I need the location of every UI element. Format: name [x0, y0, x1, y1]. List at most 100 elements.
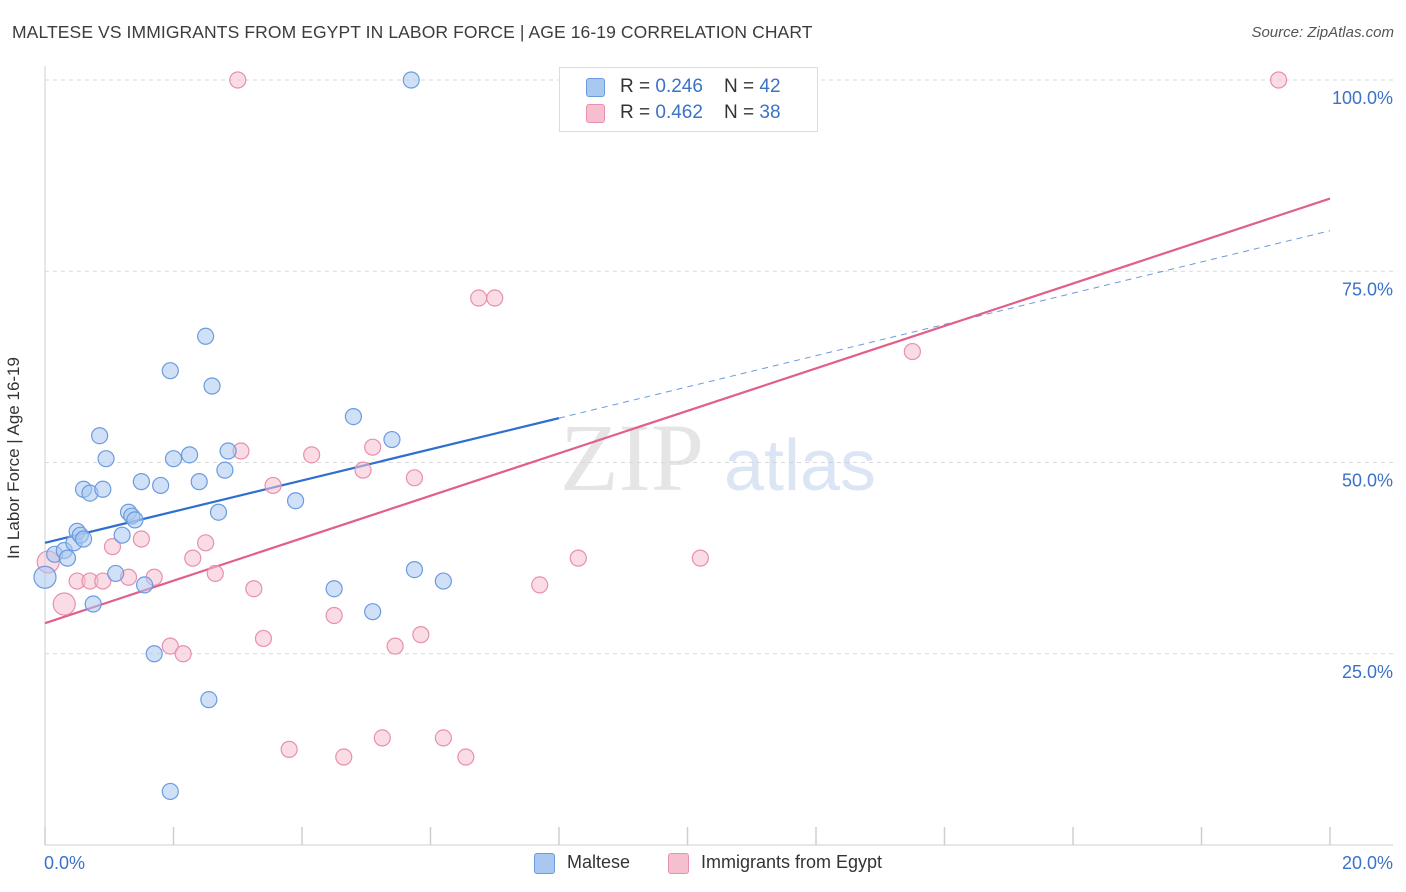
maltese-point: [161, 782, 179, 801]
maltese-legend-swatch: [534, 853, 555, 874]
egypt-point: [470, 289, 488, 307]
maltese-point: [107, 564, 125, 583]
maltese-point: [132, 473, 150, 491]
maltese-point: [152, 476, 170, 495]
maltese-point: [364, 603, 382, 621]
maltese-trend-line: [44, 417, 560, 544]
egypt-point: [103, 538, 122, 556]
egypt-swatch: [586, 104, 605, 123]
source-label: Source: ZipAtlas.com: [1251, 24, 1394, 41]
egypt-legend-swatch: [668, 853, 689, 874]
maltese-point: [197, 327, 215, 345]
maltese-point: [74, 530, 93, 548]
egypt-point: [52, 592, 76, 616]
maltese-point: [33, 565, 57, 589]
egypt-point: [325, 606, 343, 625]
maltese-point: [161, 362, 179, 380]
r-label: R =: [620, 102, 656, 123]
egypt-point: [903, 342, 921, 361]
n-value: 38: [759, 102, 781, 123]
egypt-point: [280, 740, 298, 758]
maltese-point: [97, 450, 115, 468]
egypt-point: [254, 629, 273, 648]
egypt-point: [161, 637, 179, 655]
legend-text-egypt: R = 0.462 N = 38: [620, 102, 781, 124]
maltese-point: [203, 377, 221, 395]
r-label: R =: [620, 76, 656, 97]
maltese-point: [164, 450, 183, 468]
maltese-point: [113, 526, 131, 544]
maltese-point: [84, 595, 102, 613]
maltese-point: [190, 473, 208, 491]
maltese-point: [94, 480, 112, 498]
maltese-point: [219, 442, 237, 460]
y-tick-label: 50.0%: [1342, 471, 1393, 491]
maltese-point: [216, 461, 234, 479]
egypt-point: [531, 576, 549, 594]
y-axis-label: In Labor Force | Age 16-19: [4, 357, 23, 559]
x-tick-label: 0.0%: [44, 853, 85, 873]
egypt-point: [303, 446, 321, 464]
egypt-point: [206, 564, 224, 583]
egypt-point: [457, 748, 475, 766]
maltese-point: [135, 576, 154, 594]
egypt-point: [174, 645, 192, 663]
y-tick-label: 100.0%: [1332, 88, 1393, 108]
n-value: 42: [759, 76, 781, 97]
legend-text-maltese: R = 0.246 N = 42: [620, 76, 781, 98]
trend-lines: [44, 197, 1331, 625]
data-points: [33, 71, 1288, 801]
watermark-atlas: atlas: [724, 426, 876, 506]
egypt-point: [1269, 71, 1288, 89]
egypt-point: [132, 530, 150, 548]
maltese-swatch: [586, 78, 605, 97]
chart-title: MALTESE VS IMMIGRANTS FROM EGYPT IN LABO…: [12, 22, 813, 42]
egypt-point: [486, 289, 504, 307]
egypt-point: [364, 438, 382, 456]
maltese-point: [209, 503, 228, 521]
maltese-point: [145, 645, 163, 663]
maltese-point: [286, 492, 305, 510]
egypt-point: [405, 469, 424, 487]
x-tick-label: 20.0%: [1342, 853, 1393, 873]
maltese-point: [402, 71, 420, 89]
y-tick-label: 25.0%: [1342, 662, 1393, 682]
maltese-point: [434, 572, 452, 590]
egypt-point: [434, 729, 452, 747]
egypt-point: [354, 461, 372, 479]
maltese-point: [126, 511, 144, 529]
egypt-point: [264, 476, 282, 495]
egypt-point: [373, 729, 391, 747]
maltese-point: [200, 691, 218, 709]
egypt-point: [197, 534, 215, 552]
egypt-legend-label: Immigrants from Egypt: [701, 852, 883, 872]
egypt-point: [569, 549, 587, 567]
egypt-trend-line: [44, 197, 1331, 625]
maltese-point: [325, 580, 343, 598]
maltese-point: [91, 427, 109, 445]
egypt-point: [229, 71, 247, 89]
grid-lines: [45, 79, 1393, 655]
maltese-legend-label: Maltese: [567, 852, 631, 872]
maltese-point: [180, 446, 199, 464]
egypt-point: [412, 626, 430, 644]
egypt-point: [94, 572, 112, 590]
egypt-point: [691, 549, 709, 567]
maltese-point: [405, 560, 424, 579]
axes: [44, 66, 1393, 846]
watermark: ZIP atlas: [560, 404, 876, 511]
n-label: N =: [724, 76, 760, 97]
maltese-point: [383, 430, 401, 449]
maltese-point: [344, 408, 362, 426]
tick-labels: 25.0% 50.0% 75.0% 100.0% 0.0% 20.0%: [44, 88, 1393, 873]
correlation-legend: R = 0.246 N = 42 R = 0.462 N = 38: [559, 67, 818, 132]
maltese-trend-extension: [558, 230, 1331, 419]
watermark-zip: ZIP: [560, 404, 704, 511]
y-tick-label: 75.0%: [1342, 279, 1393, 299]
egypt-point: [184, 549, 202, 567]
r-value: 0.246: [655, 76, 703, 97]
n-label: N =: [724, 102, 760, 123]
egypt-point: [245, 580, 263, 598]
egypt-point: [335, 748, 353, 766]
